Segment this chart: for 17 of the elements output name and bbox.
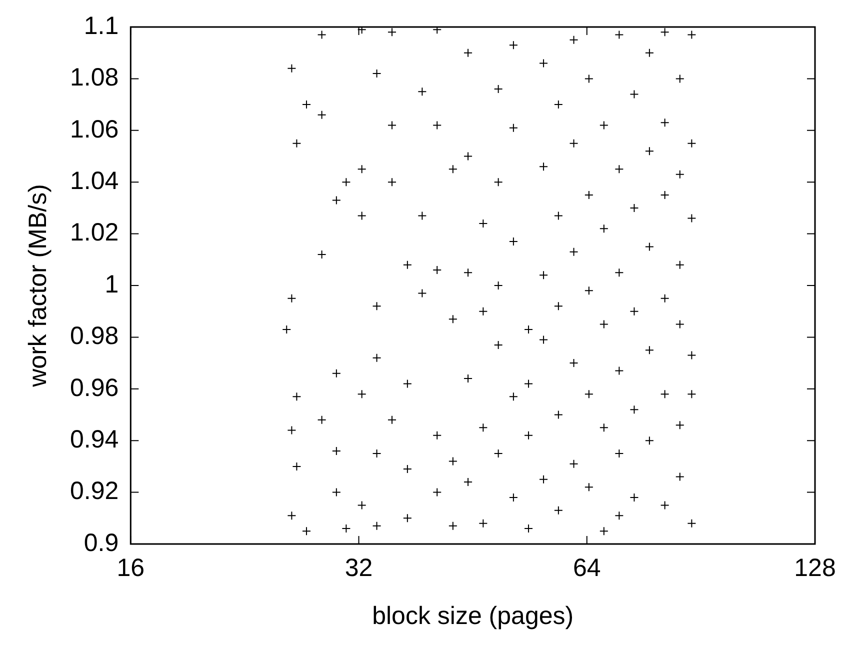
y-tick-label: 1.02	[70, 218, 119, 247]
x-tick-label: 64	[572, 554, 601, 582]
y-axis-title: work factor (MB/s)	[24, 184, 52, 388]
y-tick-label: 1.06	[70, 115, 119, 144]
y-tick-label: 1.08	[70, 64, 119, 92]
y-tick-label: 1	[104, 270, 119, 298]
y-tick-label: 0.9	[84, 528, 119, 557]
x-tick-label: 32	[344, 554, 373, 582]
y-tick-label: 1.04	[70, 166, 119, 195]
y-tick-label: 1.1	[84, 12, 119, 40]
x-tick-label: 16	[116, 554, 145, 582]
x-axis-title: block size (pages)	[372, 602, 574, 630]
y-tick-label: 0.92	[70, 477, 119, 506]
x-tick-label: 128	[794, 554, 836, 582]
y-tick-label: 0.96	[70, 374, 119, 402]
y-tick-label: 0.98	[70, 322, 119, 350]
y-tick-label: 0.94	[70, 425, 119, 454]
